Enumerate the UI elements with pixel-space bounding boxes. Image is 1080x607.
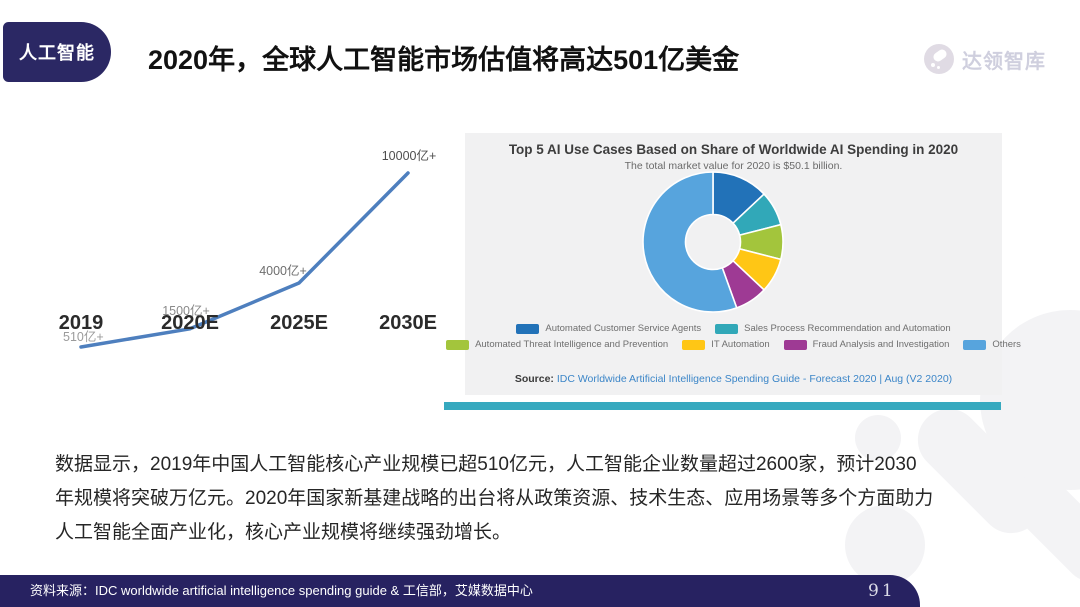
- legend-item: Others: [963, 339, 1021, 350]
- idc-chart-panel: Top 5 AI Use Cases Based on Share of Wor…: [446, 133, 1021, 395]
- donut-chart-title: Top 5 AI Use Cases Based on Share of Wor…: [508, 142, 959, 157]
- donut-slice: [642, 171, 738, 313]
- footer-source-text: 资料来源：IDC worldwide artificial intelligen…: [30, 583, 533, 598]
- legend-swatch: [715, 323, 739, 334]
- legend-label: Automated Customer Service Agents: [545, 323, 702, 334]
- legend-item: Sales Process Recommendation and Automat…: [715, 323, 951, 334]
- svg-text:2030E: 2030E: [379, 312, 437, 334]
- body-paragraph: 数据显示，2019年中国人工智能核心产业规模已超510亿元，人工智能企业数量超过…: [55, 454, 934, 543]
- teal-divider-bar: [444, 402, 1001, 410]
- brand-logo-text: 达领智库: [962, 50, 1046, 73]
- legend-label: Others: [992, 339, 1021, 350]
- legend-label: IT Automation: [711, 339, 770, 350]
- svg-text:1500亿+: 1500亿+: [162, 303, 210, 318]
- legend-label: Sales Process Recommendation and Automat…: [744, 323, 951, 334]
- market-size-line-chart: 2019 2020E 2025E 2030E 510亿+ 1500亿+ 4000亿+ 1000…: [59, 148, 437, 349]
- svg-text:4000亿+: 4000亿+: [259, 263, 307, 278]
- source-text: IDC Worldwide Artificial Intelligence Sp…: [556, 373, 953, 385]
- legend-item: Automated Customer Service Agents: [516, 323, 701, 334]
- watermark-circle: [845, 505, 925, 585]
- legend-swatch: [446, 339, 470, 350]
- legend-swatch: [963, 339, 987, 350]
- watermark-circle: [855, 415, 901, 461]
- donut-chart-subtitle: The total market value for 2020 is $50.1…: [624, 160, 843, 172]
- legend-swatch: [783, 339, 807, 350]
- svg-text:510亿+: 510亿+: [63, 329, 104, 344]
- footer-bar: 资料来源：IDC worldwide artificial intelligen…: [0, 575, 920, 607]
- legend-item: Automated Threat Intelligence and Preven…: [446, 339, 668, 350]
- rocket-logo-icon: [924, 44, 954, 74]
- legend-item: Fraud Analysis and Investigation: [783, 339, 950, 350]
- page-number: 91: [868, 581, 896, 601]
- source-label: Source:: [514, 373, 554, 385]
- svg-text:2019: 2019: [59, 312, 104, 334]
- page-title: 2020年，全球人工智能市场估值将高达501亿美金: [148, 45, 740, 75]
- legend-swatch: [682, 339, 706, 350]
- svg-text:2025E: 2025E: [270, 312, 328, 334]
- svg-text:2020E: 2020E: [161, 312, 219, 334]
- legend-label: Fraud Analysis and Investigation: [812, 339, 950, 350]
- donut-chart: [640, 169, 786, 315]
- svg-text:10000亿+: 10000亿+: [382, 148, 437, 163]
- legend-label: Automated Threat Intelligence and Preven…: [475, 339, 669, 350]
- section-badge: 人工智能: [3, 22, 111, 82]
- brand-logo: 达领智库: [924, 44, 1046, 74]
- donut-legend: Automated Customer Service Agents Sales P…: [446, 323, 1021, 355]
- legend-swatch: [516, 323, 540, 334]
- donut-source-line: Source: IDC Worldwide Artificial Intelli…: [465, 373, 1002, 385]
- section-badge-label: 人工智能: [19, 43, 95, 63]
- legend-item: IT Automation: [682, 339, 770, 350]
